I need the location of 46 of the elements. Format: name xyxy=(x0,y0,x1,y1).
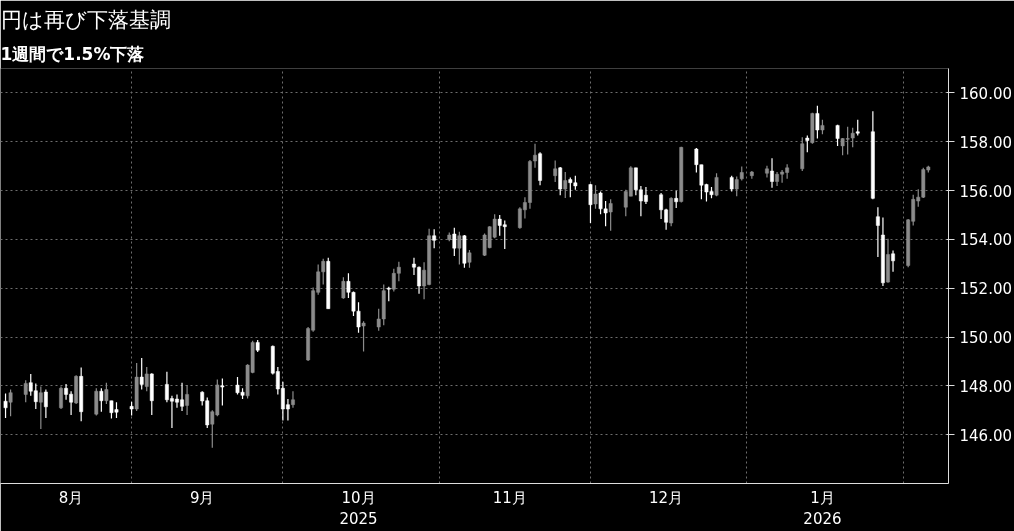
candlestick xyxy=(361,320,366,353)
x-tick-label: 1月 2026 xyxy=(803,488,842,529)
x-tick-label: 11月 xyxy=(492,488,527,507)
candlestick xyxy=(588,183,593,224)
candlestick xyxy=(23,379,28,403)
candlestick xyxy=(291,390,295,409)
chart-subtitle: 1週間で1.5%下落 xyxy=(0,43,145,64)
y-tick-label: 148.00 xyxy=(959,377,1012,396)
candlestick xyxy=(104,382,109,405)
candlestick xyxy=(99,387,104,413)
candlestick xyxy=(8,388,13,417)
candlestick xyxy=(3,392,8,419)
x-tick-label: 8月 xyxy=(58,488,84,507)
candlestick xyxy=(59,385,63,410)
candlestick xyxy=(94,387,99,416)
candlestick xyxy=(734,175,739,197)
x-tick-label: 9月 xyxy=(189,488,215,507)
candlestick xyxy=(553,159,558,183)
candlestick xyxy=(457,231,462,266)
candlestick xyxy=(452,227,457,257)
y-tick-label: 156.00 xyxy=(959,182,1012,201)
candlestick xyxy=(891,250,895,273)
y-tick-label: 154.00 xyxy=(959,231,1012,250)
x-tick-label: 12月 xyxy=(649,488,684,507)
candlestick xyxy=(608,198,613,232)
candlestick xyxy=(341,276,346,300)
y-tick-label: 158.00 xyxy=(959,133,1012,152)
candlestick xyxy=(815,105,820,140)
y-tick-label: 146.00 xyxy=(959,426,1012,445)
candlestick xyxy=(558,166,563,196)
candlestick xyxy=(38,385,43,430)
candlestick xyxy=(563,171,568,199)
candlestick xyxy=(876,206,880,258)
candlestick xyxy=(770,157,774,189)
y-tick-label: 152.00 xyxy=(959,280,1012,299)
y-tick-label: 150.00 xyxy=(959,329,1012,348)
candlestick xyxy=(593,184,598,210)
candlestick xyxy=(432,228,437,249)
candlestick xyxy=(185,384,189,416)
chart-title: 円は再び下落基調 xyxy=(0,7,171,32)
candlestick xyxy=(144,366,149,392)
candlestick xyxy=(43,388,48,419)
candlestick xyxy=(220,377,225,406)
candlestick xyxy=(139,357,144,391)
y-tick-label: 160.00 xyxy=(959,84,1012,103)
x-tick-label: 10月 2025 xyxy=(339,488,378,529)
